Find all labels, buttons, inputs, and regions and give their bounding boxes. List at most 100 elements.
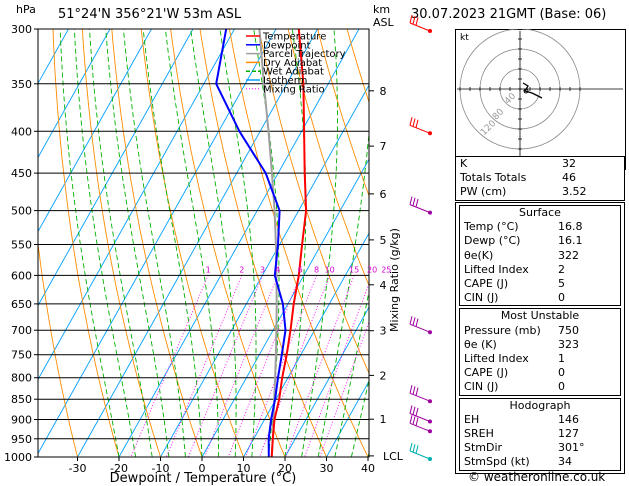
- mixing-ratio-value-label: 1: [206, 265, 211, 274]
- mixing-ratio-value-label: 15: [349, 265, 359, 274]
- pressure-tick-label: 800: [11, 372, 32, 385]
- lcl-label: LCL: [383, 450, 404, 463]
- index-label: Pressure (mb): [464, 323, 541, 337]
- index-row: CAPE (J) 0: [460, 366, 620, 380]
- index-row: StmDir 301°: [460, 441, 620, 455]
- wind-barb: [409, 442, 432, 461]
- hodograph-trace: [522, 82, 543, 99]
- hodograph-unit-label: kt: [460, 33, 469, 43]
- plot-frame: [37, 28, 370, 458]
- temperature-tick-labels: -30 -20 -10 0 10 20 30 40: [69, 457, 375, 475]
- hpa-unit-label: hPa: [16, 3, 36, 16]
- pressure-tick-label: 900: [11, 414, 32, 427]
- index-row: θe (K) 323: [460, 338, 620, 352]
- index-label: CIN (J): [464, 380, 499, 394]
- index-row: CAPE (J) 5: [460, 277, 620, 291]
- legend-entry: Dewpoint: [263, 40, 311, 51]
- mixing-ratio-line: [227, 275, 301, 457]
- index-value: 323: [558, 337, 579, 351]
- surface-title: Surface: [519, 206, 561, 219]
- index-label: PW (cm): [460, 185, 507, 199]
- mixing-ratio-value-label: 20: [367, 265, 377, 274]
- isotherm-line: [38, 29, 277, 455]
- index-label: K: [460, 157, 468, 170]
- height-tick-label: 2: [380, 369, 387, 382]
- index-value: 322: [558, 248, 579, 262]
- index-value: 5: [558, 277, 565, 291]
- pressure-tick-label: 400: [11, 125, 32, 138]
- mixing-ratio-value-label: 4: [275, 265, 280, 274]
- pressure-tick-label: 1000: [4, 451, 32, 464]
- mixing-ratio-value-label: 8: [314, 265, 319, 274]
- index-value: 127: [558, 427, 579, 441]
- legend-entry: Mixing Ratio: [263, 84, 325, 95]
- storm-motion-marker: [523, 88, 529, 94]
- mixing-ratio-line: [285, 275, 355, 457]
- index-label: Lifted Index: [464, 352, 529, 366]
- pressure-tick-label: 350: [11, 78, 32, 91]
- asl-unit-label: ASL: [373, 16, 394, 29]
- index-row: Lifted Index 1: [460, 352, 620, 366]
- temperature-tick-label: 40: [361, 462, 375, 475]
- mixing-ratio-value-label: 25: [381, 265, 391, 274]
- height-tick-label: 7: [380, 140, 387, 153]
- pressure-tick-label: 500: [11, 205, 32, 218]
- mixing-ratio-value-label: 2: [239, 265, 244, 274]
- index-label: θe(K): [464, 248, 494, 262]
- index-value: 3.52: [562, 185, 587, 199]
- isotherm-line: [38, 29, 235, 381]
- index-value: 750: [558, 323, 579, 337]
- wind-barb: [409, 415, 432, 434]
- wind-barb: [409, 316, 432, 335]
- index-value: 2: [558, 262, 565, 276]
- wet-adiabat-line: [164, 29, 220, 457]
- index-value: 16.1: [558, 234, 583, 248]
- index-row: PW (cm) 3.52: [456, 185, 624, 199]
- km-unit-label: km: [373, 3, 391, 16]
- pressure-tick-label: 450: [11, 167, 32, 180]
- index-row: StmSpd (kt) 34: [460, 455, 620, 469]
- index-row: Temp (°C) 16.8: [460, 220, 620, 234]
- mixing-ratio-line: [245, 275, 318, 457]
- mixing-ratio-axis-label: Mixing Ratio (g/kg): [388, 228, 401, 332]
- isotherm-line: [77, 29, 318, 457]
- index-row: Pressure (mb) 750: [460, 324, 620, 338]
- dry-adiabat-line: [287, 29, 369, 287]
- index-row: CIN (J) 0: [460, 380, 620, 394]
- wet-adiabat-line: [142, 29, 203, 457]
- index-label: SREH: [464, 427, 494, 441]
- index-value: 301°: [558, 441, 585, 455]
- index-label: StmDir: [464, 441, 503, 455]
- index-value: 32: [562, 157, 576, 170]
- pressure-tick-label: 950: [11, 433, 32, 446]
- index-value: 0: [558, 366, 565, 380]
- index-value: 34: [558, 455, 572, 469]
- wind-barb: [409, 385, 432, 404]
- pressure-tick-label: 650: [11, 298, 32, 311]
- legend-entry: Parcel Trajectory: [263, 49, 346, 60]
- index-label: Temp (°C): [464, 220, 519, 234]
- temperature-tick-label: 10: [237, 462, 251, 475]
- isotherm-line: [326, 380, 369, 457]
- index-row: SREH 127: [460, 427, 620, 441]
- pressure-tick-label: 700: [11, 324, 32, 337]
- height-tick-label: 3: [380, 325, 387, 338]
- temperature-tick-label: 30: [320, 462, 334, 475]
- wind-barb: [409, 405, 432, 424]
- parcel-trajectory-line: [258, 29, 278, 457]
- index-row: K 32: [456, 157, 624, 171]
- index-label: Dewp (°C): [464, 234, 521, 248]
- pressure-tick-label: 550: [11, 239, 32, 252]
- mixing-ratio-value-label: 6: [298, 265, 303, 274]
- isotherm-line: [38, 29, 111, 159]
- index-value: 0: [558, 380, 565, 394]
- dewpoint-line: [215, 29, 287, 457]
- pressure-tick-label: 300: [11, 23, 32, 36]
- height-tick-label: 6: [380, 188, 387, 201]
- mixing-ratio-line: [187, 275, 264, 457]
- index-label: θe (K): [464, 337, 497, 351]
- index-label: StmSpd (kt): [464, 455, 530, 469]
- isotherm-line: [201, 158, 369, 457]
